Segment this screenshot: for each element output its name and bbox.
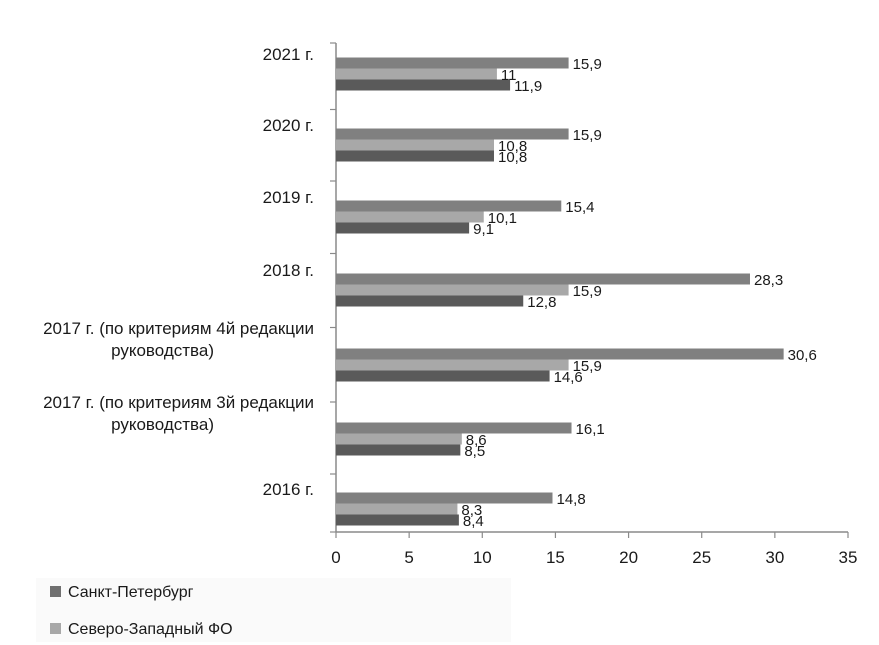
legend-background (36, 578, 511, 642)
bar-value-label: 30,6 (788, 347, 817, 364)
bar (336, 492, 553, 504)
bar-value-label: 14,6 (554, 369, 583, 386)
category-labels: 2021 г. 2020 г. 2019 г. 2018 г. 2017 г. (по … (43, 45, 314, 499)
x-tick-label: 0 (331, 548, 340, 567)
category-label: 2016 г. (263, 480, 314, 499)
bar-value-label: 15,9 (573, 358, 602, 375)
category-label: 2020 г. (263, 116, 314, 135)
chart-bars (336, 57, 784, 526)
bar (336, 211, 484, 223)
bar-value-label: 8,6 (466, 432, 487, 449)
category-label: 2017 г. (по критериям 3й редакции (43, 393, 314, 412)
x-tick-label: 15 (546, 548, 565, 567)
category-label: 2019 г. (263, 188, 314, 207)
bar (336, 150, 494, 162)
bar (336, 295, 524, 307)
bar (336, 273, 750, 285)
bar (336, 139, 494, 151)
bar (336, 370, 550, 382)
category-label: 2021 г. (263, 45, 314, 64)
x-tick-label: 35 (839, 548, 858, 567)
bar-value-label: 15,9 (573, 56, 602, 73)
bar (336, 444, 461, 456)
bar (336, 128, 569, 140)
chart-legend: Санкт-Петербург Северо-Западный ФО (36, 578, 511, 642)
bar (336, 57, 569, 69)
bar (336, 422, 572, 434)
category-label: 2018 г. (263, 261, 314, 280)
x-tick-label: 30 (765, 548, 784, 567)
bar-value-label: 14,8 (557, 491, 586, 508)
bar-value-label: 10,8 (498, 149, 527, 166)
legend-label: Санкт-Петербург (68, 584, 194, 601)
bar-value-label: 12,8 (527, 294, 556, 311)
bar (336, 514, 459, 526)
x-tick-label: 25 (692, 548, 711, 567)
bar-value-label: 11 (501, 67, 517, 84)
legend-swatch (50, 586, 61, 597)
category-label: 2017 г. (по критериям 4й редакции (43, 319, 314, 338)
bar-value-label: 8,3 (461, 502, 482, 519)
bar-value-label: 15,4 (565, 199, 594, 216)
bar (336, 503, 458, 515)
x-tick-label: 20 (619, 548, 638, 567)
x-tick-labels: 0 5 10 15 20 25 30 35 (331, 548, 857, 567)
bar-value-label: 9,1 (473, 221, 494, 238)
bar (336, 284, 569, 296)
x-tick-label: 10 (473, 548, 492, 567)
x-tick-label: 5 (404, 548, 413, 567)
bar-value-label: 8,5 (464, 443, 485, 460)
bar-value-label: 8,4 (463, 513, 484, 530)
bar-value-label: 10,8 (498, 138, 527, 155)
category-label: руководства) (111, 415, 214, 434)
bar (336, 68, 497, 80)
bar (336, 359, 569, 371)
bar (336, 348, 784, 360)
legend-label: Северо-Западный ФО (68, 621, 233, 638)
bar-value-label: 11,9 (514, 78, 542, 95)
bar-value-label: 28,3 (754, 272, 783, 289)
bar-value-label: 15,9 (573, 283, 602, 300)
bar (336, 200, 562, 212)
category-label: руководства) (111, 341, 214, 360)
bar-value-label: 10,1 (488, 210, 517, 227)
bar (336, 222, 470, 234)
bar (336, 433, 462, 445)
legend-swatch (50, 623, 61, 634)
bar-value-label: 16,1 (576, 421, 605, 438)
bar-value-label: 15,9 (573, 127, 602, 144)
bar (336, 79, 511, 91)
